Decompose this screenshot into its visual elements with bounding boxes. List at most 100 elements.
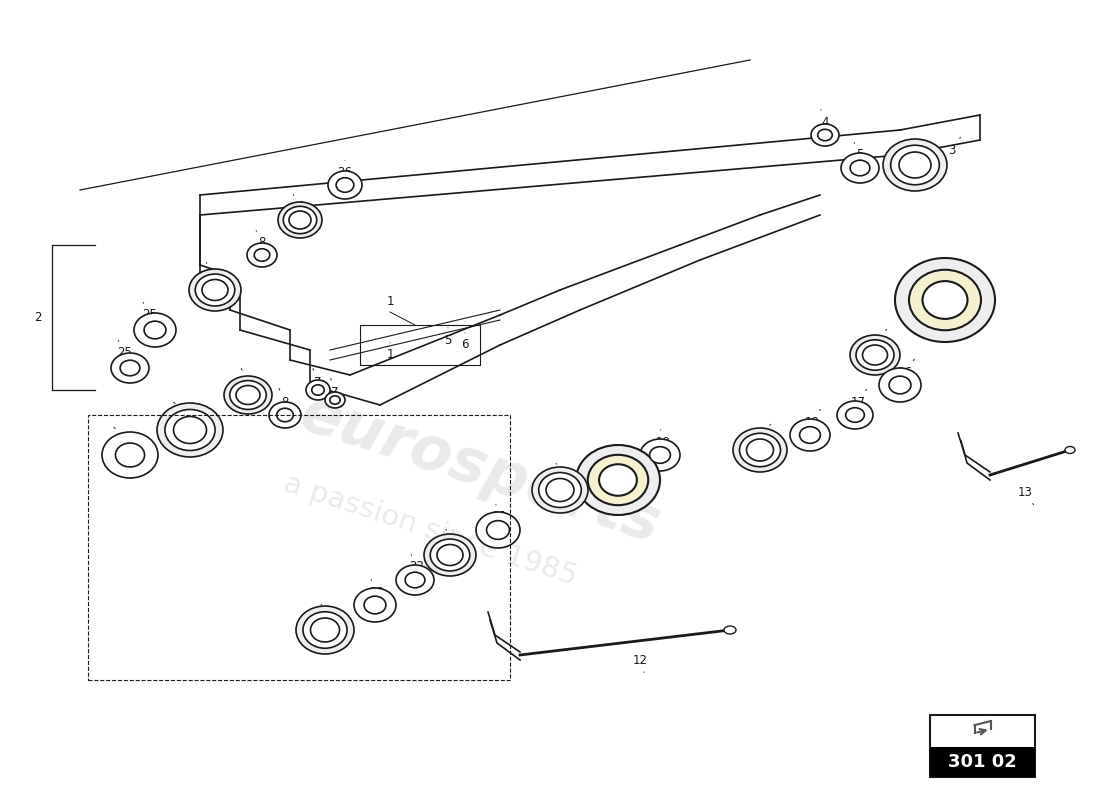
Ellipse shape xyxy=(895,258,996,342)
Text: 4: 4 xyxy=(821,110,828,129)
Text: 8: 8 xyxy=(256,230,266,250)
Ellipse shape xyxy=(733,428,786,472)
Ellipse shape xyxy=(800,426,821,443)
Text: 12: 12 xyxy=(632,654,648,672)
Ellipse shape xyxy=(102,432,158,478)
Text: 9: 9 xyxy=(241,369,252,389)
Ellipse shape xyxy=(284,206,317,234)
Ellipse shape xyxy=(354,588,396,622)
Ellipse shape xyxy=(337,178,354,192)
Ellipse shape xyxy=(486,521,509,539)
Text: 1: 1 xyxy=(386,342,394,362)
Ellipse shape xyxy=(396,565,435,595)
Ellipse shape xyxy=(330,396,340,404)
Ellipse shape xyxy=(747,439,773,461)
Ellipse shape xyxy=(230,381,266,410)
Ellipse shape xyxy=(837,401,873,429)
Text: 7: 7 xyxy=(331,378,339,398)
Ellipse shape xyxy=(856,340,894,370)
Ellipse shape xyxy=(310,618,340,642)
Ellipse shape xyxy=(600,464,637,496)
Ellipse shape xyxy=(405,572,425,588)
Ellipse shape xyxy=(430,539,470,571)
Text: 22: 22 xyxy=(444,530,460,549)
Ellipse shape xyxy=(891,146,939,185)
Text: 2: 2 xyxy=(34,311,42,324)
Text: 24: 24 xyxy=(319,605,334,623)
Ellipse shape xyxy=(289,211,311,229)
Ellipse shape xyxy=(650,446,670,463)
Ellipse shape xyxy=(862,345,888,365)
Ellipse shape xyxy=(236,386,260,405)
Ellipse shape xyxy=(364,596,386,614)
Text: 11: 11 xyxy=(113,427,132,446)
Text: 22: 22 xyxy=(409,554,425,574)
Bar xyxy=(360,325,480,365)
Ellipse shape xyxy=(817,130,833,141)
Ellipse shape xyxy=(202,279,228,301)
Text: 15: 15 xyxy=(554,463,570,482)
Text: 19: 19 xyxy=(656,430,671,449)
Text: 26: 26 xyxy=(338,161,352,179)
Ellipse shape xyxy=(324,392,345,408)
Text: 21: 21 xyxy=(493,505,507,523)
Bar xyxy=(930,715,1035,777)
Ellipse shape xyxy=(134,313,176,347)
Text: 23: 23 xyxy=(370,579,384,598)
Ellipse shape xyxy=(277,408,294,422)
Ellipse shape xyxy=(278,202,322,238)
Ellipse shape xyxy=(640,439,680,471)
Text: 16: 16 xyxy=(898,359,914,378)
Ellipse shape xyxy=(576,445,660,515)
Ellipse shape xyxy=(437,545,463,566)
Ellipse shape xyxy=(883,139,947,191)
Ellipse shape xyxy=(116,443,144,467)
Text: 14: 14 xyxy=(968,274,986,294)
Text: 5: 5 xyxy=(444,328,452,346)
Ellipse shape xyxy=(224,376,272,414)
Ellipse shape xyxy=(724,626,736,634)
Ellipse shape xyxy=(850,335,900,375)
Ellipse shape xyxy=(879,368,921,402)
Text: 3: 3 xyxy=(948,138,960,157)
Text: 15: 15 xyxy=(755,424,770,443)
Text: 7: 7 xyxy=(314,369,321,389)
Ellipse shape xyxy=(846,408,865,422)
Ellipse shape xyxy=(270,402,301,428)
Ellipse shape xyxy=(539,473,581,507)
Text: 13: 13 xyxy=(1018,486,1034,505)
Ellipse shape xyxy=(842,153,879,183)
Ellipse shape xyxy=(248,243,277,267)
Ellipse shape xyxy=(476,512,520,548)
Ellipse shape xyxy=(111,353,148,383)
Ellipse shape xyxy=(587,454,648,506)
Ellipse shape xyxy=(546,478,574,502)
Ellipse shape xyxy=(306,380,330,400)
Ellipse shape xyxy=(850,160,870,176)
Ellipse shape xyxy=(739,434,781,466)
Text: 20: 20 xyxy=(613,454,627,473)
Ellipse shape xyxy=(811,124,839,146)
Bar xyxy=(88,415,510,680)
Text: 4: 4 xyxy=(294,194,304,214)
Text: 17: 17 xyxy=(850,390,867,409)
Text: 15: 15 xyxy=(870,330,887,349)
Text: 24: 24 xyxy=(206,262,220,282)
Ellipse shape xyxy=(424,534,476,576)
Ellipse shape xyxy=(296,606,354,654)
Text: 1: 1 xyxy=(386,295,394,308)
Ellipse shape xyxy=(923,281,968,319)
Ellipse shape xyxy=(532,467,588,513)
Text: 18: 18 xyxy=(804,410,821,429)
Text: 5: 5 xyxy=(855,142,864,162)
Text: a passion since 1985: a passion since 1985 xyxy=(279,470,581,590)
Ellipse shape xyxy=(909,270,981,330)
Text: 8: 8 xyxy=(279,389,288,409)
Ellipse shape xyxy=(189,269,241,311)
Text: eurosports: eurosports xyxy=(293,384,668,556)
Ellipse shape xyxy=(165,410,216,450)
Ellipse shape xyxy=(790,419,830,451)
Ellipse shape xyxy=(157,403,223,457)
Bar xyxy=(930,747,1035,777)
Ellipse shape xyxy=(120,360,140,376)
